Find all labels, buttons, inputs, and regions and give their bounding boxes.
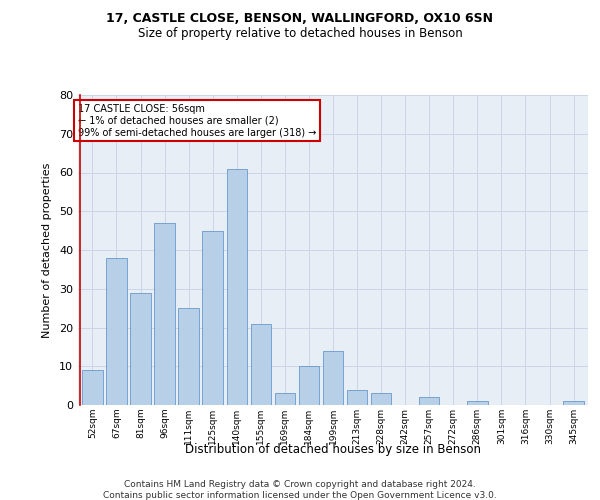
Text: Contains HM Land Registry data © Crown copyright and database right 2024.: Contains HM Land Registry data © Crown c… [124, 480, 476, 489]
Bar [563, 401, 584, 405]
Text: 17, CASTLE CLOSE, BENSON, WALLINGFORD, OX10 6SN: 17, CASTLE CLOSE, BENSON, WALLINGFORD, O… [107, 12, 493, 26]
Bar [82, 370, 103, 405]
Bar [467, 401, 488, 405]
Text: Size of property relative to detached houses in Benson: Size of property relative to detached ho… [137, 28, 463, 40]
Bar [275, 394, 295, 405]
Bar [154, 223, 175, 405]
Y-axis label: Number of detached properties: Number of detached properties [42, 162, 52, 338]
Bar [202, 230, 223, 405]
Bar [371, 394, 391, 405]
Bar [227, 168, 247, 405]
Bar [106, 258, 127, 405]
Text: Contains public sector information licensed under the Open Government Licence v3: Contains public sector information licen… [103, 491, 497, 500]
Bar [130, 292, 151, 405]
Text: Distribution of detached houses by size in Benson: Distribution of detached houses by size … [185, 442, 481, 456]
Bar [299, 366, 319, 405]
Bar [347, 390, 367, 405]
Bar [178, 308, 199, 405]
Bar [419, 397, 439, 405]
Bar [323, 351, 343, 405]
Text: 17 CASTLE CLOSE: 56sqm
← 1% of detached houses are smaller (2)
99% of semi-detac: 17 CASTLE CLOSE: 56sqm ← 1% of detached … [78, 104, 316, 138]
Bar [251, 324, 271, 405]
